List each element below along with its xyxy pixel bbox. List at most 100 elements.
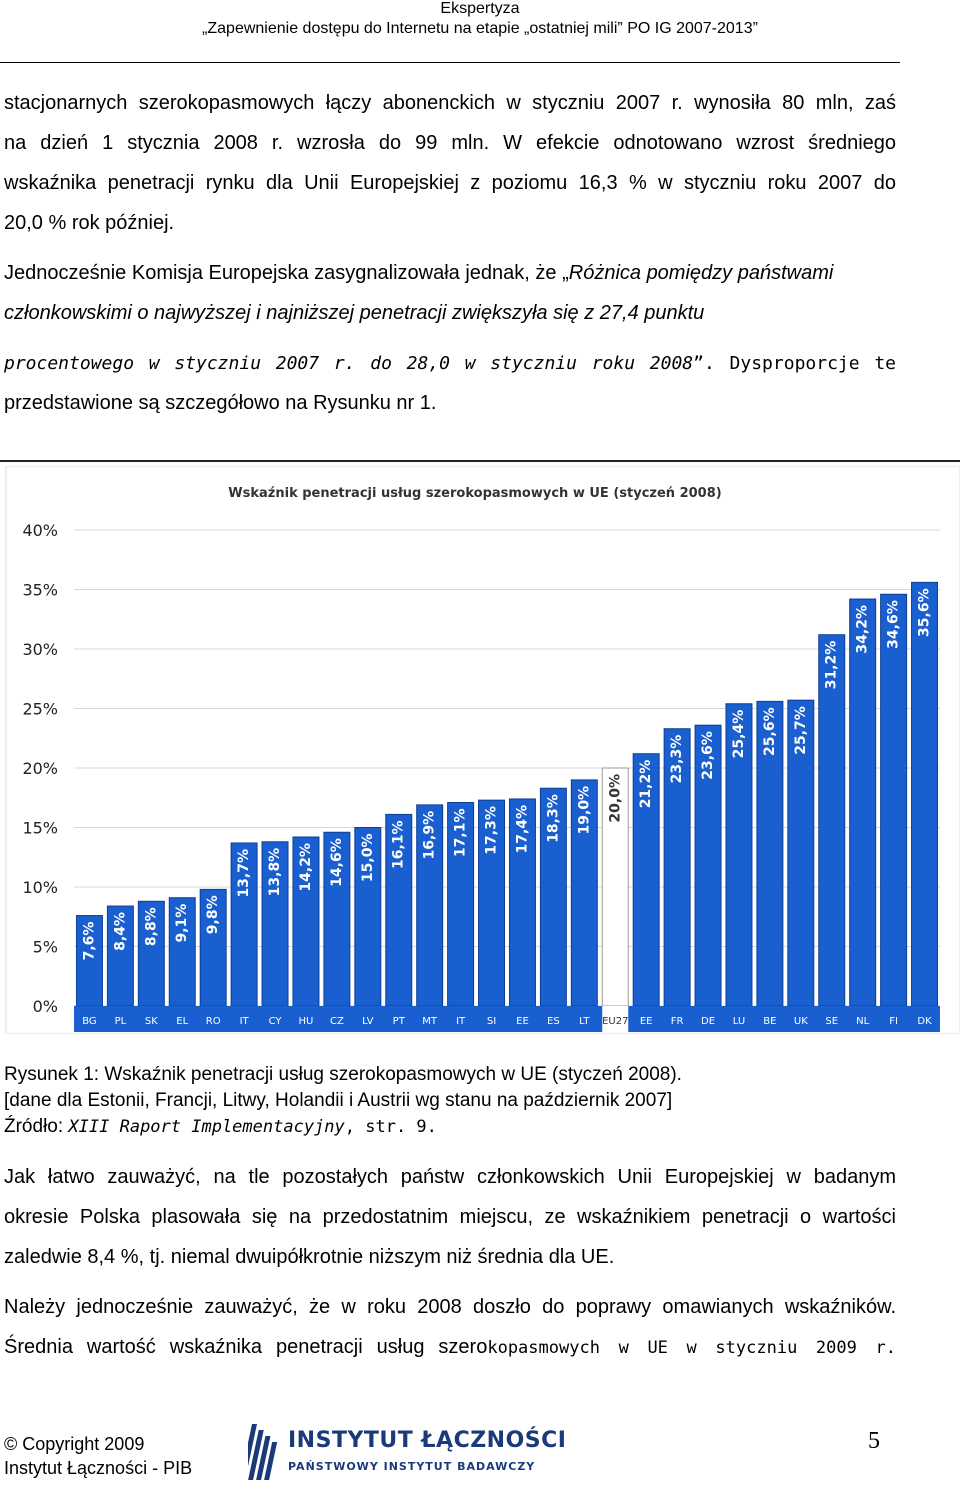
bar [323,831,351,1007]
y-tick-label: 30% [22,640,58,659]
header-divider [0,62,900,63]
penetration-bar-chart: Wskaźnik penetracji usług szerokopasmowy… [0,466,960,1034]
x-tick-label: RO [206,1016,221,1027]
x-tick-label: DE [701,1016,715,1027]
bar [725,703,753,1007]
paragraph-2-quote-b: członkowskimi o najwyższej i najniższej … [4,302,705,324]
bar-value-label: 7,6% [81,922,97,961]
x-tick-label: FR [671,1016,684,1027]
footer-copyright: © Copyright 2009 [4,1434,145,1454]
paragraph-2-quote-c: procentowego w styczniu 2007 r. do 28,0 … [4,353,694,374]
x-tick-label: NL [856,1016,869,1027]
x-tick-label: LV [362,1016,373,1027]
bar-value-label: 31,2% [824,641,840,690]
page-number: 5 [868,1428,880,1454]
institute-logo-mark-icon [248,1424,278,1480]
bar [787,699,815,1007]
institute-logo-name: INSTYTUT ŁĄCZNOŚCI [288,1428,567,1453]
y-tick-label: 25% [22,700,58,719]
bar-value-label: 14,2% [298,843,314,892]
y-tick-label: 10% [22,878,58,897]
bar-value-label: 21,2% [638,760,654,809]
bar-value-label: 17,3% [484,806,500,855]
bar-value-label: 19,0% [576,786,592,835]
bar [230,842,258,1007]
x-tick-label: UK [794,1016,808,1027]
bar [818,634,846,1007]
bar-value-label: 16,9% [422,811,438,860]
paragraph-3-line-3: zaledwie 8,4 %, tj. niemal dwuipółkrotni… [4,1246,615,1268]
x-tick-label: HU [299,1016,314,1027]
x-tick-label: EE [516,1016,529,1027]
x-tick-label: PT [393,1016,406,1027]
bar-value-label: 17,4% [514,805,530,854]
x-tick-label: DK [917,1016,932,1027]
x-tick-label: IT [456,1016,466,1027]
bar [632,753,660,1007]
paragraph-2-after: ”. Dysproporcje te [693,353,896,374]
chart-title: Wskaźnik penetracji usług szerokopasmowy… [228,486,721,501]
paragraph-2-intro: Jednocześnie Komisja Europejska zasygnal… [4,262,569,284]
paragraph-1-line-2: na dzień 1 stycznia 2008 r. wzrosła do 9… [4,132,896,154]
bar-value-label: 25,7% [793,706,809,755]
bar-value-label: 9,8% [205,895,221,934]
x-tick-label: CZ [330,1016,344,1027]
bar-value-label: 17,1% [453,809,469,858]
institute-logo: INSTYTUT ŁĄCZNOŚCI PAŃSTWOWY INSTYTUT BA… [248,1424,566,1480]
x-tick-label: EE [640,1016,653,1027]
bar [570,779,598,1007]
y-tick-label: 20% [22,759,58,778]
x-tick-label: EL [176,1016,188,1027]
bar-value-label: 8,4% [112,912,128,951]
x-tick-label: FI [889,1016,898,1027]
paragraph-1-line-1: stacjonarnych szerokopasmowych łączy abo… [4,92,896,114]
x-tick-label: BE [763,1016,776,1027]
source-title: XIII Raport Implementacyjny [68,1117,345,1137]
paragraph-2-quote-a: Różnica pomiędzy państwami [568,262,834,284]
bar [199,888,227,1007]
x-tick-label: BG [82,1016,96,1027]
source-label: Źródło: [4,1116,69,1137]
bar [880,593,908,1007]
paragraph-1-line-4: 20,0 % rok później. [4,212,175,234]
bar [106,905,134,1007]
bar-value-label: 34,2% [855,605,871,654]
bar [508,798,536,1007]
x-tick-label: PL [115,1016,127,1027]
paragraph-2-line-1: Jednocześnie Komisja Europejska zasygnal… [4,262,833,285]
bar [478,799,506,1007]
paragraph-4-line-2: Średnia wartość wskaźnika penetracji usł… [4,1336,896,1359]
bar-value-label: 35,6% [917,588,933,637]
bar [137,900,165,1007]
bar-value-label: 16,1% [391,820,407,869]
bar [539,787,567,1007]
bar [261,841,289,1007]
bar-value-label: 13,8% [267,848,283,897]
bar-value-label: 13,7% [236,849,252,898]
x-tick-label: LU [733,1016,745,1027]
bar-value-label: 14,6% [329,838,345,887]
bar-value-label: 25,4% [731,710,747,759]
y-tick-label: 5% [33,938,58,957]
bar-value-label: 8,8% [143,907,159,946]
figure-note: [dane dla Estonii, Francji, Litwy, Holan… [4,1090,673,1111]
x-tick-label: SI [487,1016,496,1027]
bar [168,897,196,1007]
bar-value-label: 23,3% [669,735,685,784]
x-tick-label: MT [422,1016,438,1027]
footer-organization: Instytut Łączności - PIB [4,1458,193,1478]
header-title: Ekspertyza [440,0,520,17]
bar-value-label: 25,6% [762,707,778,756]
y-tick-label: 40% [22,521,58,540]
x-tick-label: SE [825,1016,838,1027]
paragraph-3-line-2: okresie Polska plasowała się na przedost… [4,1206,896,1228]
bar-value-label: 15,0% [360,834,376,883]
y-tick-label: 0% [33,997,58,1016]
institute-logo-subtitle: PAŃSTWOWY INSTYTUT BADAWCZY [288,1460,536,1473]
bar-value-label: 34,6% [886,600,902,649]
y-tick-label: 35% [22,581,58,600]
bar-value-label: 23,6% [700,731,716,780]
chart-frame [5,466,960,1034]
bar [354,827,382,1007]
y-tick-label: 15% [22,819,58,838]
